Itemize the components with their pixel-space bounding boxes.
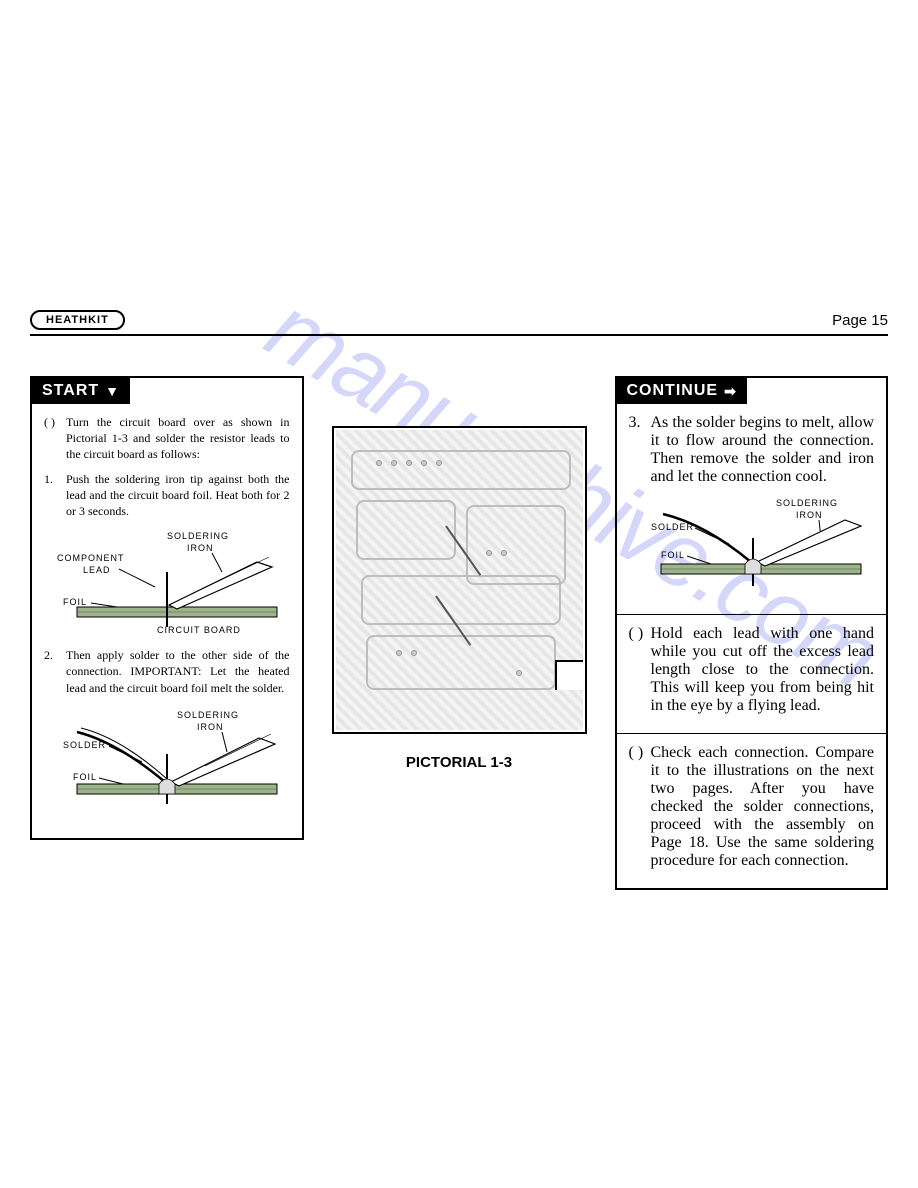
step1-text: Push the soldering iron tip against both… (66, 471, 290, 520)
start-step-1: 1. Push the soldering iron tip against b… (44, 471, 290, 520)
continue-box: CONTINUE ➡ 3. As the solder begins to me… (615, 376, 889, 890)
label-solder: SOLDER (63, 740, 106, 750)
label-iron: SOLDERING (177, 710, 239, 720)
continue-hold-lead: ( ) Hold each lead with one hand while y… (629, 625, 875, 715)
center-column: PICTORIAL 1-3 (332, 376, 587, 771)
label-iron: SOLDERING (167, 531, 229, 541)
checkbox-marker: ( ) (629, 625, 651, 715)
pcb-illustration (336, 430, 583, 730)
continue-seg-2: ( ) Hold each lead with one hand while y… (617, 615, 887, 734)
step-number: 2. (44, 647, 66, 696)
seg2-text: Hold each lead with one hand while you c… (651, 625, 875, 715)
start-column: START ▼ ( ) Turn the circuit board over … (30, 376, 304, 840)
intro-text: Turn the circuit board over as shown in … (66, 414, 290, 463)
arrow-down-icon: ▼ (105, 383, 120, 399)
start-intro: ( ) Turn the circuit board over as shown… (44, 414, 290, 463)
step-number: 3. (629, 414, 651, 486)
continue-check: ( ) Check each connection. Compare it to… (629, 744, 875, 870)
continue-title: CONTINUE (627, 382, 719, 400)
label-lead-2: LEAD (83, 565, 111, 575)
diagram-2: SOLDERING IRON SOLDER FOIL (44, 704, 290, 814)
continue-seg-1: 3. As the solder begins to melt, allow i… (617, 404, 887, 615)
label-iron-2: IRON (796, 510, 823, 520)
checkbox-marker: ( ) (629, 744, 651, 870)
checkbox-marker: ( ) (44, 414, 66, 463)
label-foil: FOIL (661, 550, 685, 560)
continue-seg-3: ( ) Check each connection. Compare it to… (617, 734, 887, 888)
page-number: Page 15 (832, 312, 888, 329)
continue-column: CONTINUE ➡ 3. As the solder begins to me… (615, 376, 889, 890)
label-iron: SOLDERING (776, 498, 838, 508)
start-header: START ▼ (32, 378, 130, 404)
label-iron-2: IRON (197, 722, 224, 732)
seg3-text: Check each connection. Compare it to the… (651, 744, 875, 870)
label-lead: COMPONENT (57, 553, 125, 563)
start-body: ( ) Turn the circuit board over as shown… (32, 404, 302, 838)
page-header: HEATHKIT Page 15 (30, 310, 888, 336)
arrow-right-icon: ➡ (724, 383, 737, 400)
step2-text: Then apply solder to the other side of t… (66, 647, 290, 696)
continue-header: CONTINUE ➡ (617, 378, 747, 404)
label-solder: SOLDER (651, 522, 694, 532)
page-content: HEATHKIT Page 15 START ▼ ( ) Turn the ci… (30, 310, 888, 890)
start-box: START ▼ ( ) Turn the circuit board over … (30, 376, 304, 840)
pcb-frame (332, 426, 587, 734)
step3-text: As the solder begins to melt, allow it t… (651, 414, 875, 486)
continue-step-3: 3. As the solder begins to melt, allow i… (629, 414, 875, 486)
pictorial-label: PICTORIAL 1-3 (406, 754, 512, 771)
step-number: 1. (44, 471, 66, 520)
label-iron-2: IRON (187, 543, 214, 553)
brand-logo: HEATHKIT (30, 310, 125, 330)
diagram-3: SOLDERING IRON SOLDER FOIL (629, 494, 875, 594)
diagram-1: SOLDERING IRON COMPONENT LEAD FOIL (44, 527, 290, 637)
label-foil: FOIL (63, 597, 87, 607)
start-title: START (42, 382, 99, 400)
main-columns: START ▼ ( ) Turn the circuit board over … (30, 376, 888, 890)
start-step-2: 2. Then apply solder to the other side o… (44, 647, 290, 696)
label-board: CIRCUIT BOARD (157, 625, 241, 635)
label-foil: FOIL (73, 772, 97, 782)
